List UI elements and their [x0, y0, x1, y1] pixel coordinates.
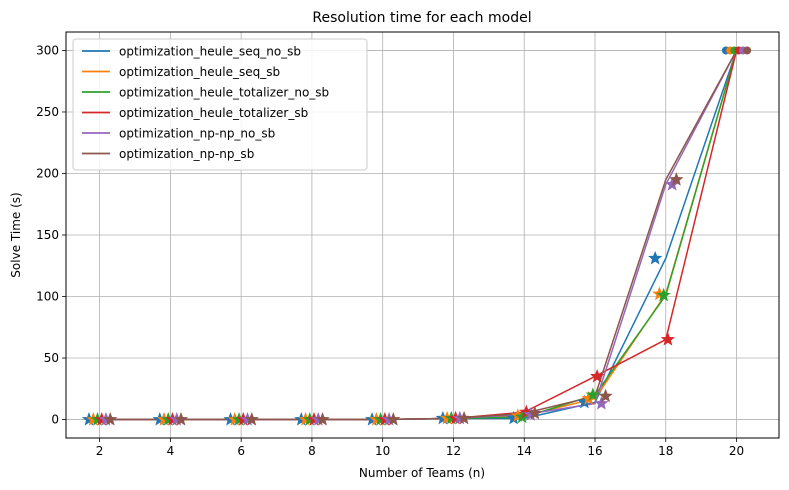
x-tick-label: 8	[308, 444, 316, 458]
data-point-star	[581, 391, 596, 405]
data-point-star	[523, 407, 538, 421]
legend-label: optimization_heule_totalizer_sb	[119, 106, 308, 120]
y-axis-label: Solve Time (s)	[9, 192, 23, 277]
data-point-star	[598, 388, 613, 403]
chart-title: Resolution time for each model	[312, 10, 531, 26]
y-tick-label: 250	[36, 105, 59, 119]
x-tick-label: 6	[237, 444, 245, 458]
data-point-star	[577, 394, 592, 409]
x-tick-label: 14	[517, 444, 532, 458]
legend-label: optimization_np-np_no_sb	[119, 127, 275, 141]
data-point-star	[589, 368, 605, 383]
series-markers	[81, 46, 752, 426]
data-point-timeout	[743, 46, 752, 55]
x-tick-label: 12	[446, 444, 461, 458]
y-tick-label: 100	[36, 290, 59, 304]
data-point-star	[514, 409, 530, 424]
data-point-star	[519, 404, 534, 419]
x-tick-label: 20	[729, 444, 744, 458]
y-tick-label: 200	[36, 166, 59, 180]
y-tick-label: 150	[36, 228, 59, 242]
data-point-star	[456, 410, 472, 425]
x-axis-label: Number of Teams (n)	[359, 466, 485, 480]
data-point-star	[648, 250, 663, 265]
y-tick-label: 0	[51, 413, 59, 427]
data-point-star	[386, 412, 401, 426]
x-tick-label: 18	[658, 444, 673, 458]
series-lines	[99, 50, 738, 421]
data-point-star	[527, 405, 542, 420]
data-point-star	[669, 172, 684, 186]
data-point-star	[665, 177, 680, 191]
data-point-star	[315, 412, 330, 426]
data-point-star	[506, 410, 521, 425]
legend-box	[72, 38, 368, 171]
legend-label: optimization_np-np_sb	[119, 147, 254, 161]
data-point-star	[656, 287, 671, 302]
data-point-star	[660, 332, 676, 346]
legend-label: optimization_heule_seq_no_sb	[119, 45, 301, 59]
x-tick-label: 4	[167, 444, 175, 458]
y-tick-label: 300	[36, 43, 59, 57]
data-point-star	[585, 387, 601, 402]
legend-label: optimization_heule_totalizer_no_sb	[119, 86, 329, 100]
x-tick-label: 2	[96, 444, 104, 458]
x-tick-label: 10	[375, 444, 390, 458]
data-point-star	[173, 412, 189, 426]
legend-label: optimization_heule_seq_sb	[119, 65, 280, 79]
x-tick-label: 16	[587, 444, 602, 458]
data-point-star	[244, 412, 259, 426]
legend: optimization_heule_seq_no_sb optimization…	[72, 38, 368, 171]
y-tick-label: 50	[44, 351, 59, 365]
data-point-star	[594, 396, 609, 410]
series-line-6	[99, 50, 738, 421]
data-point-star	[103, 412, 118, 426]
